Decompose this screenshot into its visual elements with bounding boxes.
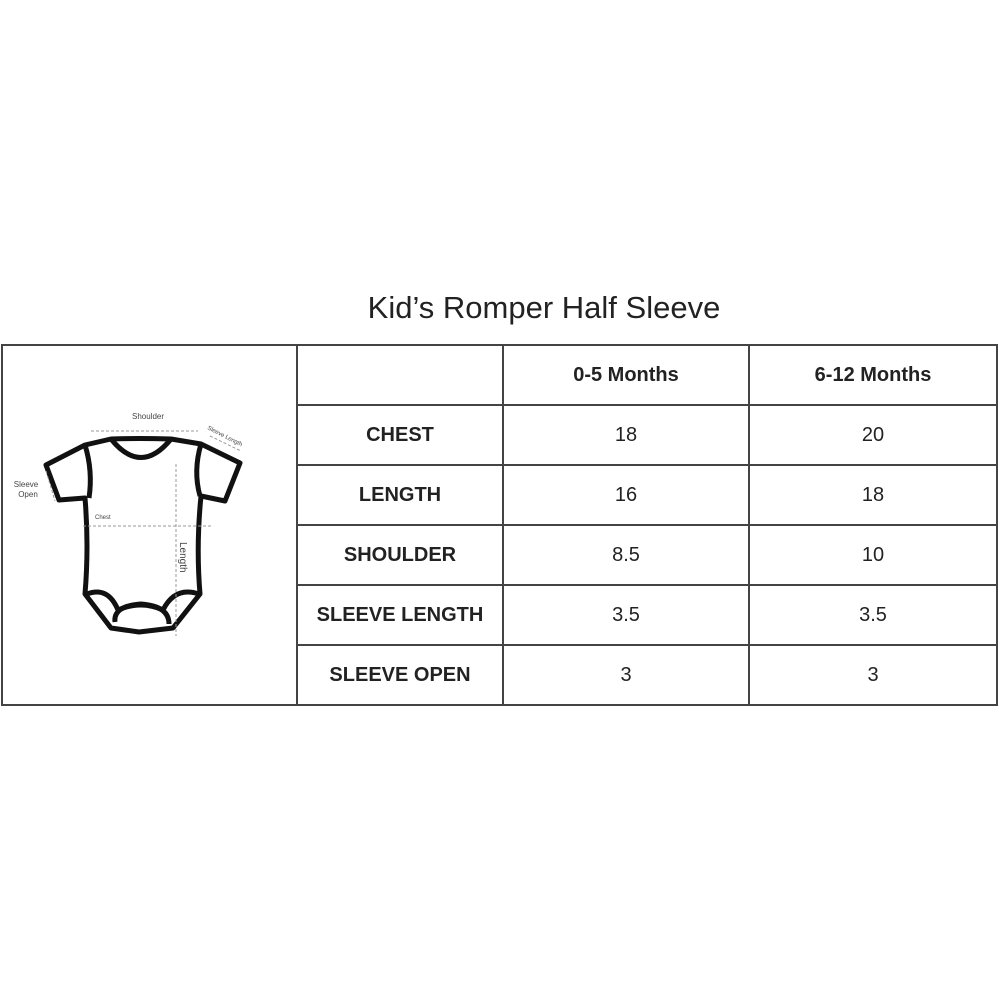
length-label: Length — [177, 542, 188, 573]
table-row: LENGTH 16 18 — [2, 464, 998, 526]
cell-value: 3 — [748, 644, 998, 706]
cell-value: 8.5 — [502, 524, 750, 586]
cell-value: 3 — [502, 644, 750, 706]
cell-value: 16 — [502, 464, 750, 526]
row-label: LENGTH — [296, 464, 504, 526]
size-table: Shoulder Sleeve Length Sleeve Open Chest… — [1, 344, 998, 706]
cell-value: 3.5 — [502, 584, 750, 646]
sleeve-open-label-line2: Open — [18, 490, 38, 499]
column-header-6-12-months: 6-12 Months — [748, 344, 998, 406]
row-label: SHOULDER — [296, 524, 504, 586]
row-label: CHEST — [296, 404, 504, 466]
row-label: SLEEVE LENGTH — [296, 584, 504, 646]
cell-value: 18 — [748, 464, 998, 526]
cell-value: 20 — [748, 404, 998, 466]
table-row: SHOULDER 8.5 10 — [2, 524, 998, 586]
header-empty-cell — [296, 344, 504, 406]
shoulder-label: Shoulder — [132, 412, 164, 421]
cell-value: 18 — [502, 404, 750, 466]
cell-value: 10 — [748, 524, 998, 586]
table-row: SLEEVE OPEN 3 3 — [2, 644, 998, 706]
column-header-0-5-months: 0-5 Months — [502, 344, 750, 406]
chart-title: Kid’s Romper Half Sleeve — [367, 290, 721, 325]
romper-diagram-icon: Shoulder Sleeve Length Sleeve Open Chest… — [14, 412, 243, 636]
sleeve-open-label-line1: Sleeve — [14, 480, 39, 489]
romper-diagram-cell: Shoulder Sleeve Length Sleeve Open Chest… — [1, 344, 298, 706]
table-row: CHEST 18 20 — [2, 404, 998, 466]
row-label: SLEEVE OPEN — [296, 644, 504, 706]
chest-label: Chest — [95, 515, 111, 521]
table-row: SLEEVE LENGTH 3.5 3.5 — [2, 584, 998, 646]
cell-value: 3.5 — [748, 584, 998, 646]
header-row: Shoulder Sleeve Length Sleeve Open Chest… — [1, 344, 998, 706]
